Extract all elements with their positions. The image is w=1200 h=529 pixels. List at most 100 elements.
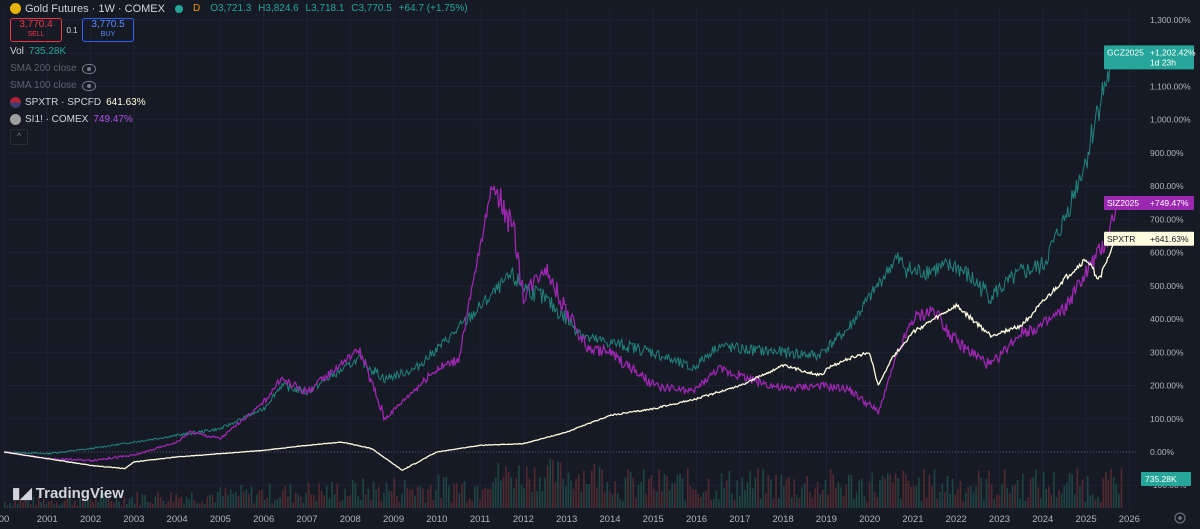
axis-settings-icon[interactable]: [1174, 512, 1186, 524]
series-tag-bg: [1104, 195, 1194, 210]
volume-bar: [562, 478, 564, 508]
volume-bar: [1092, 494, 1094, 508]
volume-bar: [232, 493, 235, 508]
volume-bar: [216, 492, 219, 508]
buy-button[interactable]: 3,770.5 BUY: [82, 18, 134, 42]
volume-bar: [1079, 486, 1081, 508]
volume-bar: [554, 481, 557, 508]
volume-bar: [409, 489, 411, 508]
silver-symbol-icon: [10, 114, 21, 125]
volume-bar: [268, 483, 271, 508]
volume-bar: [40, 501, 42, 508]
volume-bar: [19, 500, 22, 508]
volume-bar: [811, 498, 814, 508]
volume-bar: [162, 500, 165, 508]
volume-bar: [1024, 501, 1027, 508]
silver-legend[interactable]: SI1! · COMEX 749.47%: [10, 111, 472, 128]
eye-hidden-icon[interactable]: [81, 80, 96, 91]
volume-bar: [448, 485, 450, 508]
tradingview-logo[interactable]: ▮◢ TradingView: [12, 484, 124, 502]
volume-bar: [1066, 482, 1068, 508]
volume-bar: [1118, 493, 1120, 508]
volume-legend[interactable]: Vol 735.28K: [10, 43, 472, 60]
volume-bar: [487, 488, 489, 508]
volume-bar: [315, 500, 318, 508]
volume-bar: [500, 480, 502, 508]
volume-bar: [518, 465, 520, 508]
volume-bar: [868, 482, 871, 508]
volume-bar: [702, 492, 705, 508]
quantity-value[interactable]: 0.1: [66, 25, 78, 35]
sma100-label: SMA 100 close: [10, 80, 77, 91]
volume-bar: [806, 476, 809, 508]
series-price-tags: GCZ2025 +1,202.42%1d 23h SIZ2025 +749.47% SP…: [1104, 45, 1196, 486]
volume-bar: [879, 480, 881, 508]
volume-bar: [471, 500, 474, 508]
volume-bar: [279, 497, 281, 508]
collapse-legend-button[interactable]: ^: [10, 128, 28, 145]
legend-collapse-row: ^: [10, 128, 472, 145]
x-tick-label: 2020: [859, 514, 880, 525]
volume-bar: [390, 491, 393, 508]
volume-bar: [557, 461, 559, 508]
volume-bar: [899, 498, 902, 508]
price-axis[interactable]: 1,300.00%1,200.00%1,100.00%1,000.00%900.…: [1150, 15, 1191, 490]
volume-bar: [614, 481, 616, 508]
volume-bar: [201, 501, 203, 508]
volume-bar: [364, 494, 367, 508]
volume-bar: [29, 504, 32, 508]
volume-bar: [274, 500, 276, 508]
sell-button[interactable]: 3,770.4 SELL: [10, 18, 62, 42]
series-tag-name: GCZ2025: [1107, 47, 1144, 57]
volume-bar: [50, 500, 53, 508]
volume-bar: [731, 493, 733, 508]
x-tick-label: 2019: [816, 514, 837, 525]
volume-bar: [951, 479, 954, 508]
volume-bar: [131, 496, 133, 508]
volume-bar: [1040, 498, 1042, 508]
time-axis[interactable]: 00 2001 2002 2003 2004 2005 2006 2007 2008 2009 20…: [0, 514, 1140, 525]
volume-bar: [450, 502, 453, 508]
volume-bar: [798, 497, 801, 508]
symbol-title[interactable]: Gold Futures · 1W · COMEX: [25, 2, 165, 15]
spx-legend[interactable]: SPXTR · SPCFD 641.63%: [10, 94, 472, 111]
x-tick-label: 2012: [513, 514, 534, 525]
volume-bar: [94, 496, 97, 508]
y-tick-label: 900.00%: [1150, 148, 1184, 158]
volume-bar: [642, 469, 645, 508]
volume-bar: [1045, 489, 1047, 508]
volume-bar: [105, 495, 107, 508]
volume-bar: [97, 502, 100, 508]
volume-bar: [9, 502, 11, 508]
volume-bar: [1034, 469, 1037, 508]
volume-bar: [1016, 480, 1019, 508]
volume-bar: [783, 485, 785, 508]
gold-symbol-icon: [10, 3, 21, 14]
volume-bar: [1003, 469, 1006, 508]
volume-bar: [35, 505, 37, 508]
volume-bar: [520, 485, 523, 508]
volume-bar: [429, 484, 432, 508]
volume-bar: [167, 501, 170, 508]
volume-bar: [585, 483, 588, 508]
volume-bar: [245, 489, 248, 508]
volume-bar: [118, 501, 120, 508]
volume-bar: [120, 505, 123, 508]
volume-bar: [546, 465, 549, 508]
volume-bar: [767, 475, 770, 508]
sma100-legend[interactable]: SMA 100 close: [10, 77, 472, 94]
volume-bar: [294, 492, 297, 508]
volume-bar: [229, 489, 232, 508]
y-tick-label: 1,100.00%: [1150, 81, 1191, 91]
sma200-legend[interactable]: SMA 200 close: [10, 60, 472, 77]
volume-bar: [925, 497, 928, 508]
volume-bar: [619, 498, 622, 508]
tradingview-logo-icon: ▮◢: [12, 485, 32, 502]
volume-bar: [648, 479, 650, 508]
volume-bar: [686, 468, 689, 508]
volume-bar: [575, 479, 577, 508]
eye-hidden-icon[interactable]: [81, 63, 96, 74]
volume-bar: [354, 483, 357, 508]
volume-bar: [458, 493, 461, 508]
